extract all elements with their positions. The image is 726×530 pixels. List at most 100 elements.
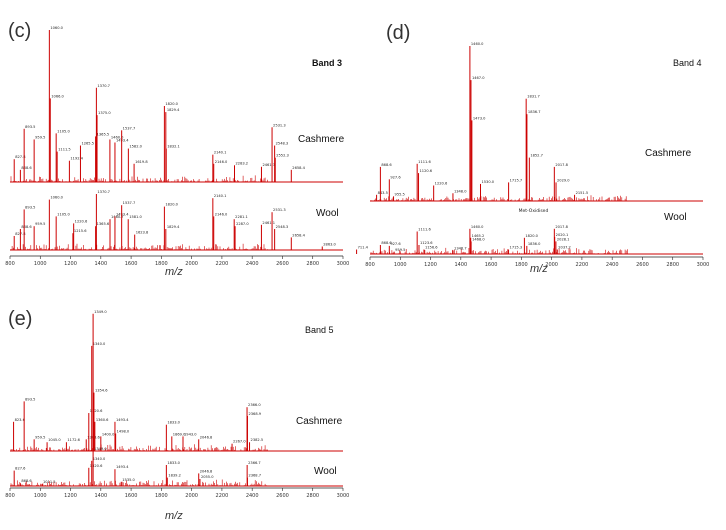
peak-label: 1375.0 — [98, 111, 111, 115]
x-tick-label: 2200 — [216, 261, 229, 267]
peak-label: 959.5 — [395, 248, 405, 252]
band-title-c: Band 3 — [312, 58, 343, 68]
peak-label: 2017.8 — [555, 163, 568, 167]
peak-label: 2140.1 — [214, 194, 227, 198]
x-tick-label: 800 — [365, 262, 375, 268]
peak-label: 1582.0 — [129, 145, 142, 149]
x-tick-label: 1200 — [424, 262, 437, 268]
peak-label: 1340.0 — [93, 342, 106, 346]
x-tick-label: 2800 — [666, 262, 679, 268]
x-tick-label: 1000 — [34, 261, 47, 267]
peak-label: 1833.0 — [167, 421, 180, 425]
peak-label: 1869.0 — [173, 432, 186, 436]
peak-label: 2461.1 — [262, 221, 275, 225]
peak-label: 1852.7 — [530, 154, 543, 158]
spectrum-chart-d: 800 1000 1200 1400 1600 1800 2000 2200 2400 2600 2… — [356, 42, 710, 268]
band-title-e: Band 5 — [305, 325, 334, 335]
peak-label: 1349.0 — [94, 447, 107, 451]
peak-label: 2020.1 — [556, 233, 569, 237]
trace-label-cashmere-e: Cashmere — [296, 416, 343, 427]
peak-label: 868.6 — [381, 241, 392, 245]
peak-label: 1715.3 — [510, 246, 523, 250]
peak-label: 1192.4 — [70, 157, 83, 161]
peak-label: 927.6 — [390, 175, 401, 179]
peak-label: 1320.6 — [90, 409, 103, 413]
peak-label: 2146.0 — [215, 160, 228, 164]
spectrum-trace-cashmere: 823.6893.5959.51045.01172.61303.61320.61… — [10, 310, 343, 452]
peak-label: 959.5 — [35, 135, 45, 139]
peak-label: 1060.0 — [50, 196, 63, 200]
peak-label: 1340.0 — [93, 457, 106, 461]
noise-signal — [10, 444, 268, 451]
peak-label: 1820.0 — [165, 203, 178, 207]
spectrum-trace-wool: 827.6 868.6 1011.5 1320.6 1340.0 1349.0 1493.4… — [10, 447, 343, 487]
spectrum-chart-e: 800 1000 1200 1400 1600 1800 2000 2200 2400 2600 2… — [5, 310, 349, 499]
peak-label: 1172.6 — [67, 438, 80, 442]
x-tick-label: 2000 — [545, 262, 558, 268]
trace-label-cashmere-c: Cashmere — [298, 134, 345, 145]
peak-label: 959.5 — [35, 222, 45, 226]
peak-label: 1220.6 — [75, 219, 88, 223]
peak-label: 1535.0 — [122, 478, 135, 482]
peak-label: 1832.1 — [167, 145, 180, 149]
peak-label: 1537.7 — [123, 126, 136, 130]
noise-signal — [370, 247, 628, 254]
peak-label: 1060.0 — [50, 26, 63, 30]
trace-label-cashmere-d: Cashmere — [645, 148, 692, 159]
peak-label: 2028.1 — [557, 237, 570, 241]
peak-label: 868.6 — [21, 479, 32, 483]
peak-label: 1943.0 — [184, 432, 197, 436]
xaxis-label-c: m/z — [165, 266, 183, 278]
peak-label: 1820.0 — [165, 102, 178, 106]
x-tick-label: 2200 — [576, 262, 589, 268]
peak-label: 1320.6 — [90, 464, 103, 468]
peak-label: 2382.5 — [251, 438, 264, 442]
x-tick-label: 1600 — [125, 261, 138, 267]
peak-label: 1831.7 — [527, 95, 540, 99]
x-tick-label: 1400 — [454, 262, 467, 268]
peak-label: 868.6 — [21, 225, 32, 229]
peak-label: 1465.2 — [472, 234, 485, 238]
peak-label: 1111.5 — [58, 148, 71, 152]
peak-label: 843.5 — [378, 191, 388, 195]
x-tick-label: 1000 — [394, 262, 407, 268]
peak-label: 1460.7 — [111, 215, 124, 219]
peak-label: 1370.7 — [97, 84, 110, 88]
peak-label: 2548.3 — [276, 225, 289, 229]
peak-label: 893.5 — [25, 125, 35, 129]
panel-c: (c) Band 3 Cashmere Wool m/z 800 1000 1200… — [0, 0, 350, 290]
peak-label: 823.6 — [15, 418, 26, 422]
peak-label: 1111.6 — [418, 160, 431, 164]
peak-label: 1120.6 — [420, 169, 433, 173]
peak-label: 2017.8 — [555, 225, 568, 229]
peak-label: 1498.0 — [117, 429, 130, 433]
peak-label: 2283.2 — [236, 161, 249, 165]
peak-label: 1111.6 — [418, 228, 431, 232]
peak-label: 1537.7 — [123, 201, 136, 205]
peak-label: 1581.0 — [129, 215, 142, 219]
x-tick-label: 3000 — [697, 262, 710, 268]
x-tick-label: 1400 — [94, 493, 107, 499]
spectrum-trace-wool: 827.8868.6893.5959.51060.01105.01220.612… — [10, 190, 343, 251]
peak-label: 2055.0 — [201, 475, 214, 479]
peak-label: 868.6 — [21, 166, 32, 170]
x-tick-label: 1400 — [94, 261, 107, 267]
panel-letter-d: (d) — [386, 22, 411, 44]
peak-label: 1354.6 — [95, 389, 108, 393]
peak-label: 711.4 — [358, 246, 369, 250]
peak-label: 1493.4 — [116, 465, 129, 469]
peak-label: 1530.0 — [481, 180, 494, 184]
peak-label: 2037.2 — [558, 246, 571, 250]
peak-label: 1833.0 — [167, 461, 180, 465]
x-tick-label: 1600 — [485, 262, 498, 268]
peak-label: 2281.1 — [235, 215, 248, 219]
peak-label: 2366.0 — [248, 403, 261, 407]
peak-label: 1011.5 — [43, 480, 56, 484]
peak-label: 2531.3 — [273, 123, 286, 127]
peak-label: 1220.6 — [435, 182, 448, 186]
x-tick-label: 1800 — [155, 493, 168, 499]
x-tick-label: 800 — [5, 261, 15, 267]
peak-label: 2368.7 — [248, 474, 261, 478]
peak-label: 1348.0 — [454, 189, 467, 193]
peak-label: 955.5 — [395, 192, 405, 196]
